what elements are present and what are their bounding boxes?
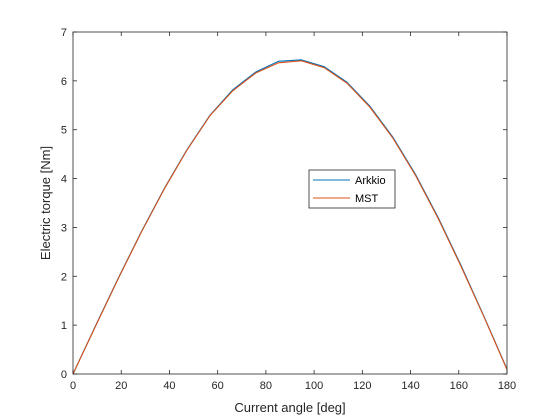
x-axis-label: Current angle [deg]: [234, 400, 345, 415]
series-line-mst: [72, 60, 508, 375]
x-tick-label: 140: [401, 380, 419, 392]
y-axis: 0 1 2 3 4 5 6 7: [61, 27, 507, 381]
y-tick-label: 4: [61, 174, 67, 186]
legend-box: [308, 169, 396, 209]
legend: Arkkio MST: [308, 169, 396, 209]
x-tick-label: 0: [70, 380, 76, 392]
x-tick-label: 180: [498, 380, 516, 392]
x-tick-label: 120: [353, 380, 371, 392]
y-tick-label: 3: [61, 222, 67, 234]
plot-background: [73, 32, 507, 374]
y-tick-label: 2: [61, 271, 67, 283]
y-axis-label: Electric torque [Nm]: [38, 146, 53, 260]
y-tick-label: 1: [61, 320, 67, 332]
y-tick-label: 0: [61, 369, 67, 381]
x-tick-label: 80: [260, 380, 272, 392]
axes-box: [72, 31, 508, 375]
legend-label-arkkio: Arkkio: [355, 175, 386, 187]
y-tick-label: 7: [61, 27, 67, 39]
y-tick-label: 5: [61, 125, 67, 137]
x-tick-label: 100: [305, 380, 323, 392]
x-tick-label: 160: [450, 380, 468, 392]
x-axis: 0 20 40 60 80 100 120 140 160 180: [70, 32, 516, 392]
y-tick-label: 6: [61, 76, 67, 88]
legend-label-mst: MST: [355, 193, 379, 205]
series-layer: [72, 59, 508, 375]
x-tick-label: 20: [115, 380, 127, 392]
x-tick-label: 60: [212, 380, 224, 392]
x-tick-label: 40: [163, 380, 175, 392]
